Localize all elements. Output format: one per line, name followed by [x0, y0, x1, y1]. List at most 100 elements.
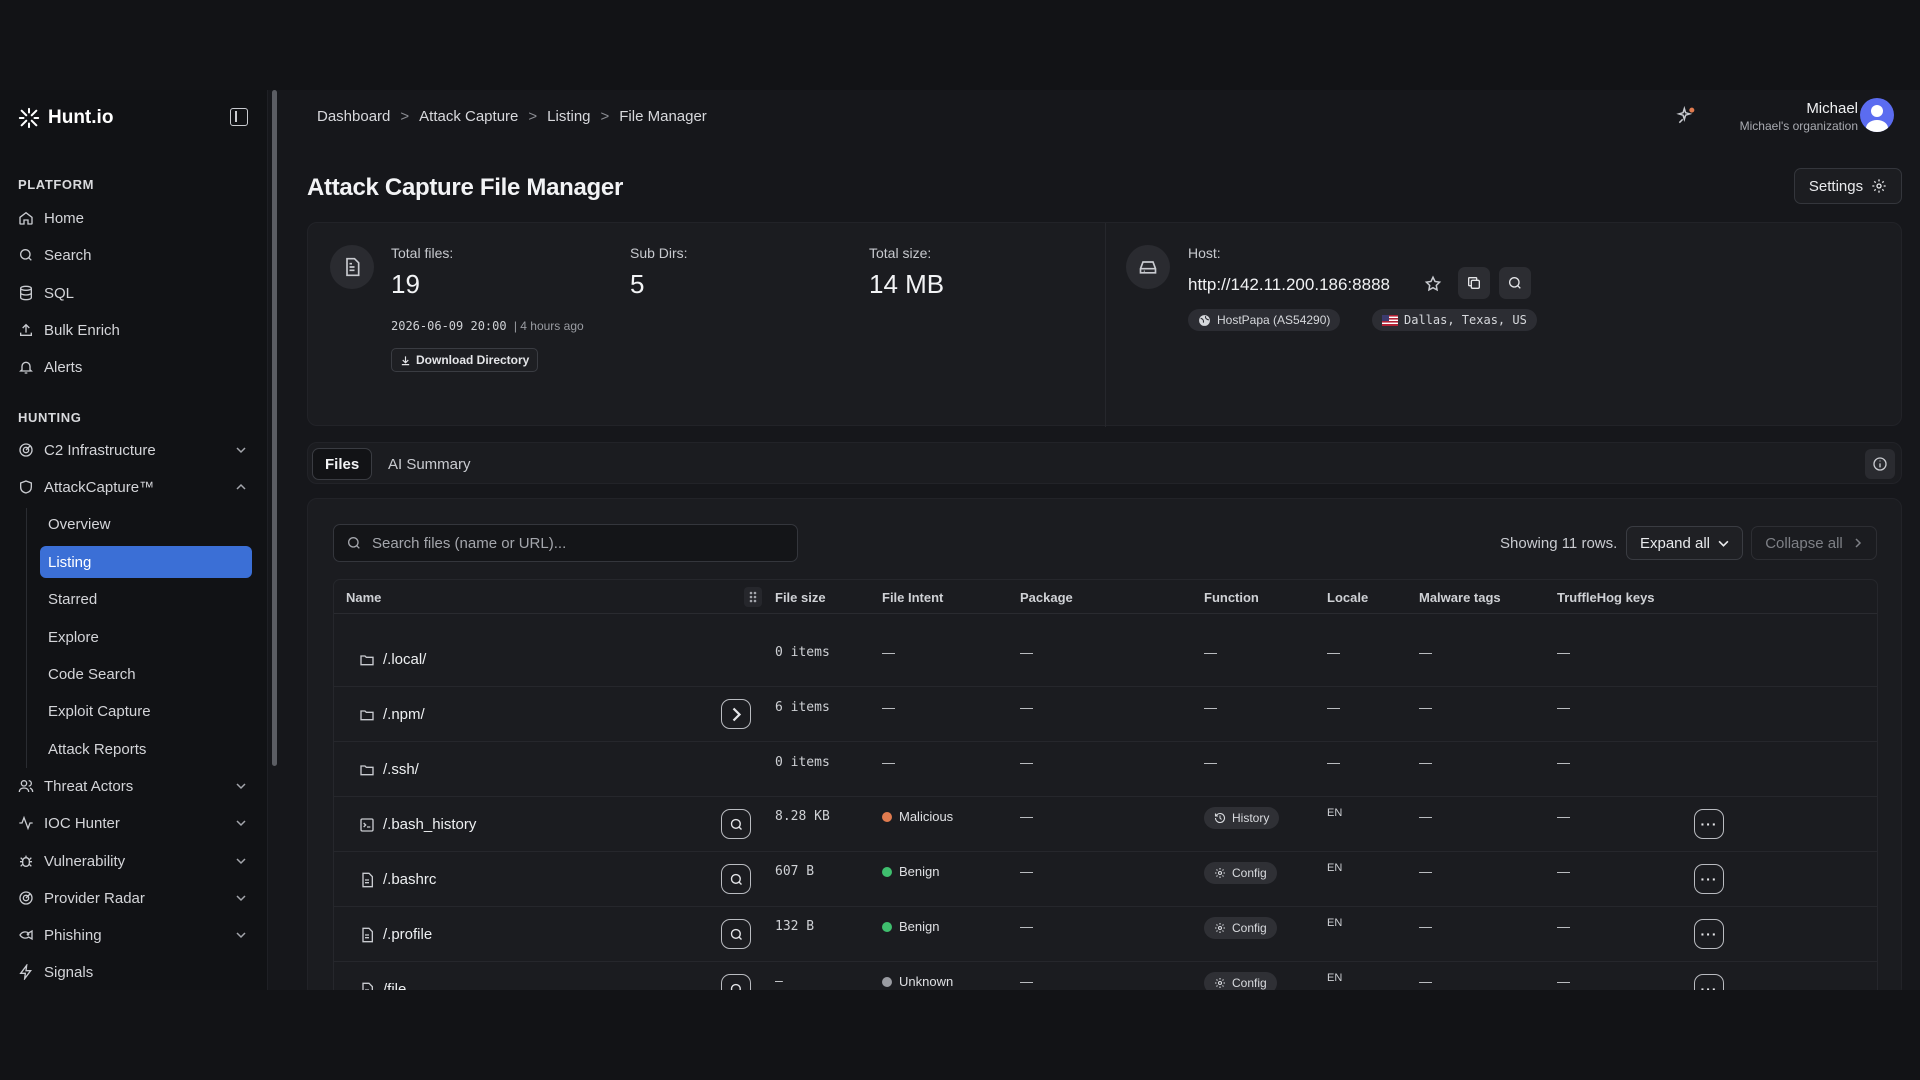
sidebar-item-threat-actors[interactable]: Threat Actors — [18, 770, 250, 802]
more-actions-button[interactable]: ··· — [1694, 919, 1724, 949]
sidebar-subitem-overview[interactable]: Overview — [48, 515, 111, 533]
file-intent: — — [882, 755, 895, 770]
inspect-file-button[interactable] — [721, 919, 751, 949]
malware-tags: — — [1419, 919, 1432, 934]
sidebar-item-phishing[interactable]: Phishing — [18, 919, 250, 951]
table-row[interactable]: /.local/ 0 items — — — — — — — [334, 632, 1877, 687]
logo[interactable]: Hunt.io — [18, 107, 113, 129]
function-chip: History — [1204, 807, 1280, 829]
table-row[interactable]: /.bashrc 607 B Benign — Config EN — — — [334, 852, 1877, 907]
expand-row-button[interactable] — [721, 699, 751, 729]
info-icon[interactable] — [1865, 449, 1895, 479]
sidebar-subitem-code-search[interactable]: Code Search — [48, 665, 136, 683]
sparkle-notification-icon[interactable] — [1676, 106, 1696, 126]
malware-tags: — — [1419, 809, 1432, 824]
search-input[interactable] — [372, 534, 792, 552]
intent-dot — [882, 921, 892, 932]
host-url[interactable]: http://142.11.200.186:8888 — [1188, 275, 1390, 294]
table-row[interactable]: /.profile 132 B Benign — Config EN — — — [334, 907, 1877, 962]
file-name[interactable]: /file — [359, 981, 406, 990]
col-name[interactable]: Name — [346, 590, 382, 605]
sidebar-subitem-explore[interactable]: Explore — [48, 628, 99, 646]
collapse-all-button[interactable]: Collapse all — [1751, 526, 1877, 560]
more-actions-button[interactable]: ··· — [1694, 974, 1724, 990]
sidebar-item-search[interactable]: Search — [18, 239, 250, 271]
sidebar-item-label: Provider Radar — [44, 889, 145, 907]
search-icon — [1509, 277, 1521, 289]
table-row[interactable]: /.ssh/ 0 items — — — — — — — [334, 742, 1877, 797]
col-file-size[interactable]: File size — [775, 590, 826, 605]
sidebar-item-label: Home — [44, 209, 85, 227]
col-function[interactable]: Function — [1204, 590, 1259, 605]
function: — — [1204, 755, 1217, 770]
host-search-button[interactable] — [1499, 267, 1531, 299]
chevron-down-icon — [236, 447, 246, 454]
inspect-file-button[interactable] — [721, 864, 751, 894]
database-icon — [20, 285, 32, 301]
file-size: 607 B — [775, 864, 815, 879]
download-directory-button[interactable]: Download Directory — [391, 348, 539, 372]
breadcrumb-dashboard[interactable]: Dashboard — [317, 108, 391, 125]
function-chip: Config — [1204, 917, 1277, 939]
sidebar-item-bulk-enrich[interactable]: Bulk Enrich — [18, 314, 250, 346]
folder-icon — [360, 764, 374, 775]
file-size: 0 items — [775, 645, 830, 660]
more-actions-button[interactable]: ··· — [1694, 864, 1724, 894]
package: — — [1020, 645, 1033, 660]
breadcrumb-listing[interactable]: Listing — [547, 108, 591, 125]
sidebar-subitem-attack-reports[interactable]: Attack Reports — [48, 740, 147, 758]
file-name[interactable]: /.npm/ — [359, 706, 425, 723]
sidebar-item-attackcapture[interactable]: AttackCapture™ — [18, 471, 250, 503]
sidebar-subitem-listing[interactable]: Listing — [40, 546, 252, 578]
col-trufflehog-keys[interactable]: TruffleHog keys — [1557, 590, 1655, 605]
col-package[interactable]: Package — [1020, 590, 1073, 605]
inspect-file-button[interactable] — [721, 809, 751, 839]
sidebar-item-c2-infrastructure[interactable]: C2 Infrastructure — [18, 434, 250, 466]
file-name[interactable]: /.bash_history — [359, 816, 476, 833]
breadcrumb-attack-capture[interactable]: Attack Capture — [419, 108, 519, 125]
files-panel: Showing 11 rows. Expand all Collapse all… — [307, 498, 1902, 990]
sidebar-item-alerts[interactable]: Alerts — [18, 351, 250, 383]
sidebar-toggle-icon[interactable] — [230, 108, 248, 126]
sidebar-item-vulnerability[interactable]: Vulnerability — [18, 845, 250, 877]
host-label: Host: — [1188, 245, 1221, 261]
provider-chip[interactable]: HostPapa (AS54290) — [1188, 309, 1341, 331]
sidebar-item-ioc-hunter[interactable]: IOC Hunter — [18, 807, 250, 839]
sidebar-item-sql[interactable]: SQL — [18, 277, 250, 309]
package: — — [1020, 974, 1033, 989]
expand-all-button[interactable]: Expand all — [1626, 526, 1743, 560]
locale: — — [1327, 700, 1340, 715]
sidebar-subitem-exploit-capture[interactable]: Exploit Capture — [48, 702, 151, 720]
table-row[interactable]: /.bash_history 8.28 KB Malicious — Histo… — [334, 797, 1877, 852]
file-name[interactable]: /.local/ — [359, 651, 426, 668]
file-name[interactable]: /.bashrc — [359, 871, 436, 888]
file-name[interactable]: /.profile — [359, 926, 432, 943]
chevron-down-icon — [236, 858, 246, 865]
sidebar-item-home[interactable]: Home — [18, 202, 250, 234]
col-locale[interactable]: Locale — [1327, 590, 1369, 605]
tab-ai-summary[interactable]: AI Summary — [388, 455, 471, 473]
sidebar-item-provider-radar[interactable]: Provider Radar — [18, 882, 250, 914]
inspect-file-button[interactable] — [721, 974, 751, 990]
tabs-bar: Files AI Summary — [307, 442, 1902, 484]
file-name[interactable]: /.ssh/ — [359, 761, 419, 778]
more-actions-button[interactable]: ··· — [1694, 809, 1724, 839]
star-icon[interactable] — [1424, 275, 1442, 293]
sidebar-subitem-starred[interactable]: Starred — [48, 590, 98, 608]
settings-button[interactable]: Settings — [1794, 168, 1902, 204]
tab-files[interactable]: Files — [312, 448, 373, 480]
user-menu[interactable]: Michael Michael's organization — [1740, 100, 1858, 133]
location-chip[interactable]: Dallas, Texas, US — [1372, 309, 1537, 331]
col-malware-tags[interactable]: Malware tags — [1419, 590, 1501, 605]
breadcrumb-separator: > — [528, 108, 538, 125]
sidebar-item-signals[interactable]: Signals — [18, 956, 250, 988]
table-row[interactable]: /file — Unknown — Config EN — — ··· — [334, 962, 1877, 990]
sidebar-scrollbar[interactable] — [272, 90, 277, 766]
table-row[interactable]: /.npm/ 6 items — — — — — — — [334, 687, 1877, 742]
copy-button[interactable] — [1458, 267, 1490, 299]
avatar[interactable] — [1860, 98, 1894, 132]
col-file-intent[interactable]: File Intent — [882, 590, 944, 605]
malware-tags: — — [1419, 755, 1432, 770]
drag-handle-icon[interactable] — [744, 587, 762, 607]
sidebar-item-label: SQL — [44, 284, 75, 302]
